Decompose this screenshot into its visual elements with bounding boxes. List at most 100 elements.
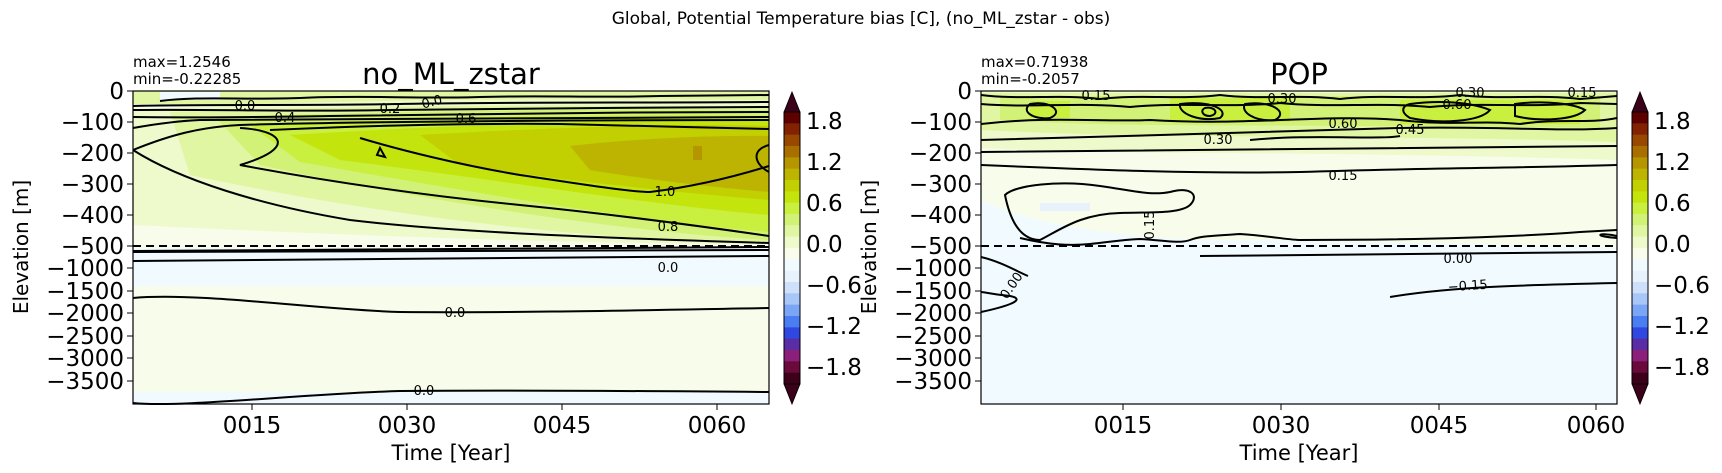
y-tick-label: −1500 bbox=[46, 279, 124, 305]
colorbar-cell bbox=[784, 350, 800, 362]
x-axis: 0015 0030 0045 0060 Time [Year] bbox=[223, 404, 746, 465]
contour-label: 0.0 bbox=[235, 99, 256, 114]
y-ticks bbox=[975, 90, 981, 382]
contour-label: 0.15 bbox=[1143, 211, 1158, 240]
contour-label: 0.30 bbox=[1456, 86, 1485, 101]
y-tick-label: −2000 bbox=[46, 301, 124, 327]
y-tick-label: −500 bbox=[909, 234, 972, 260]
colorbar-cell bbox=[784, 225, 800, 238]
stats-max: max=0.71938 bbox=[981, 53, 1088, 71]
contour-label: 0.8 bbox=[658, 220, 679, 235]
y-tick-label: −3500 bbox=[894, 369, 972, 395]
colorbar-cell bbox=[784, 134, 800, 147]
colorbar-cell bbox=[1632, 248, 1648, 260]
colorbar-cell bbox=[1632, 282, 1648, 294]
colorbar-cell bbox=[784, 259, 800, 272]
stats-min: min=-0.22285 bbox=[133, 70, 241, 88]
colorbar-cell bbox=[1632, 214, 1648, 226]
y-tick-label: −1000 bbox=[46, 256, 124, 282]
plot-frame bbox=[132, 90, 770, 405]
colorbar-tick-label: 0.0 bbox=[806, 232, 843, 258]
y-ticks bbox=[127, 90, 133, 382]
colorbar: 1.8 1.2 0.6 0.0 −0.6 −1.2 −1.8 bbox=[783, 90, 862, 406]
colorbar-tick-label: 0.0 bbox=[1654, 232, 1691, 258]
contour-label: 0.15 bbox=[1329, 169, 1358, 184]
y-tick-label: −500 bbox=[61, 234, 124, 260]
colorbar-tick-label: −1.2 bbox=[806, 314, 862, 340]
contour-label: 1.0 bbox=[655, 185, 676, 200]
colorbar-cell bbox=[784, 361, 800, 374]
y-axis-label: Elevation [m] bbox=[857, 180, 881, 314]
colorbar-cell bbox=[784, 157, 800, 170]
colorbar-cell bbox=[1632, 168, 1648, 181]
colorbar-cell bbox=[784, 191, 800, 204]
colorbar-tick-label: −1.8 bbox=[1654, 355, 1710, 381]
x-axis: 0015 0030 0045 0060 Time [Year] bbox=[1094, 404, 1626, 465]
contour-label: 0.0 bbox=[414, 384, 435, 399]
colorbar-cell bbox=[784, 168, 800, 181]
colorbar-cell bbox=[1632, 236, 1648, 249]
colorbar-cell bbox=[1632, 259, 1648, 272]
colorbar-cell bbox=[784, 293, 800, 306]
colorbar-cell bbox=[1632, 157, 1648, 170]
colorbar-tick-label: −0.6 bbox=[806, 273, 862, 299]
panel-pop: max=0.71938 min=-0.2057 POP bbox=[857, 53, 1710, 465]
y-tick-label: −400 bbox=[909, 203, 972, 229]
contour-label: 0.0 bbox=[658, 261, 679, 276]
x-ticks bbox=[1122, 404, 1597, 410]
colorbar-cell bbox=[784, 123, 800, 136]
x-ticks bbox=[251, 404, 718, 410]
y-tick-label: −200 bbox=[909, 141, 972, 167]
y-axis-label: Elevation [m] bbox=[9, 180, 33, 314]
y-tick-label: −100 bbox=[909, 110, 972, 136]
contour-label: 0.2 bbox=[380, 102, 401, 117]
colorbar-tick-label: 1.8 bbox=[806, 109, 843, 135]
contour-label: 0.15 bbox=[1082, 89, 1111, 104]
figure-suptitle: Global, Potential Temperature bias [C], … bbox=[612, 9, 1111, 29]
colorbar-tick-label: 1.8 bbox=[1654, 109, 1691, 135]
colorbar-cell bbox=[784, 112, 800, 124]
colorbar-tick-label: 1.2 bbox=[1654, 150, 1691, 176]
colorbar-tick-label: 1.2 bbox=[806, 150, 843, 176]
contour-label: 0.00 bbox=[1444, 252, 1473, 267]
colorbar-cell bbox=[1632, 180, 1648, 192]
colorbar-cell bbox=[1632, 372, 1648, 385]
x-tick-label: 0045 bbox=[1410, 413, 1469, 439]
colorbar-tick-label: −1.8 bbox=[806, 355, 862, 381]
y-axis: 0 −100 −200 −300 −400 −500 −1000 −1500 −… bbox=[9, 79, 133, 395]
x-tick-label: 0030 bbox=[378, 413, 437, 439]
contour-label: 0.6 bbox=[456, 112, 477, 127]
colorbar-cell bbox=[1632, 327, 1648, 340]
colorbar-tick-label: −1.2 bbox=[1654, 314, 1710, 340]
x-axis-label: Time [Year] bbox=[1239, 441, 1359, 465]
colorbar-cell bbox=[784, 270, 800, 283]
colorbar-tick-label: −0.6 bbox=[1654, 273, 1710, 299]
y-tick-label: −3000 bbox=[894, 346, 972, 372]
contour-label: 0.15 bbox=[1568, 86, 1597, 101]
x-tick-label: 0015 bbox=[223, 413, 282, 439]
contour-label-group: 0.0 0.2 0.0 0.4 0.6 1.0 0.8 0.0 0.0 0.0 bbox=[235, 93, 679, 399]
y-tick-label: −2500 bbox=[46, 324, 124, 350]
colorbar-cell bbox=[784, 338, 800, 351]
x-tick-label: 0060 bbox=[1567, 413, 1626, 439]
colorbar-cell bbox=[1632, 350, 1648, 362]
contour-lines bbox=[980, 93, 1618, 313]
heatmap-field bbox=[133, 91, 769, 404]
y-tick-label: −2500 bbox=[894, 324, 972, 350]
colorbar-cell bbox=[1632, 338, 1648, 351]
colorbar-cell bbox=[1632, 202, 1648, 215]
heatmap-field bbox=[981, 91, 1617, 404]
y-tick-label: −300 bbox=[909, 172, 972, 198]
colorbar-cell bbox=[784, 236, 800, 249]
y-axis: 0 −100 −200 −300 −400 −500 −1000 −1500 −… bbox=[857, 79, 981, 395]
colorbar-cell bbox=[784, 282, 800, 294]
y-tick-label: −200 bbox=[61, 141, 124, 167]
contour-label: 0.45 bbox=[1396, 123, 1425, 138]
colorbar-cell bbox=[1632, 304, 1648, 317]
plot-frame bbox=[980, 90, 1618, 405]
colorbar-cell bbox=[1632, 134, 1648, 147]
colorbar-tick-label: 0.6 bbox=[1654, 191, 1691, 217]
colorbar-cell bbox=[784, 327, 800, 340]
colorbar-cell bbox=[784, 202, 800, 215]
